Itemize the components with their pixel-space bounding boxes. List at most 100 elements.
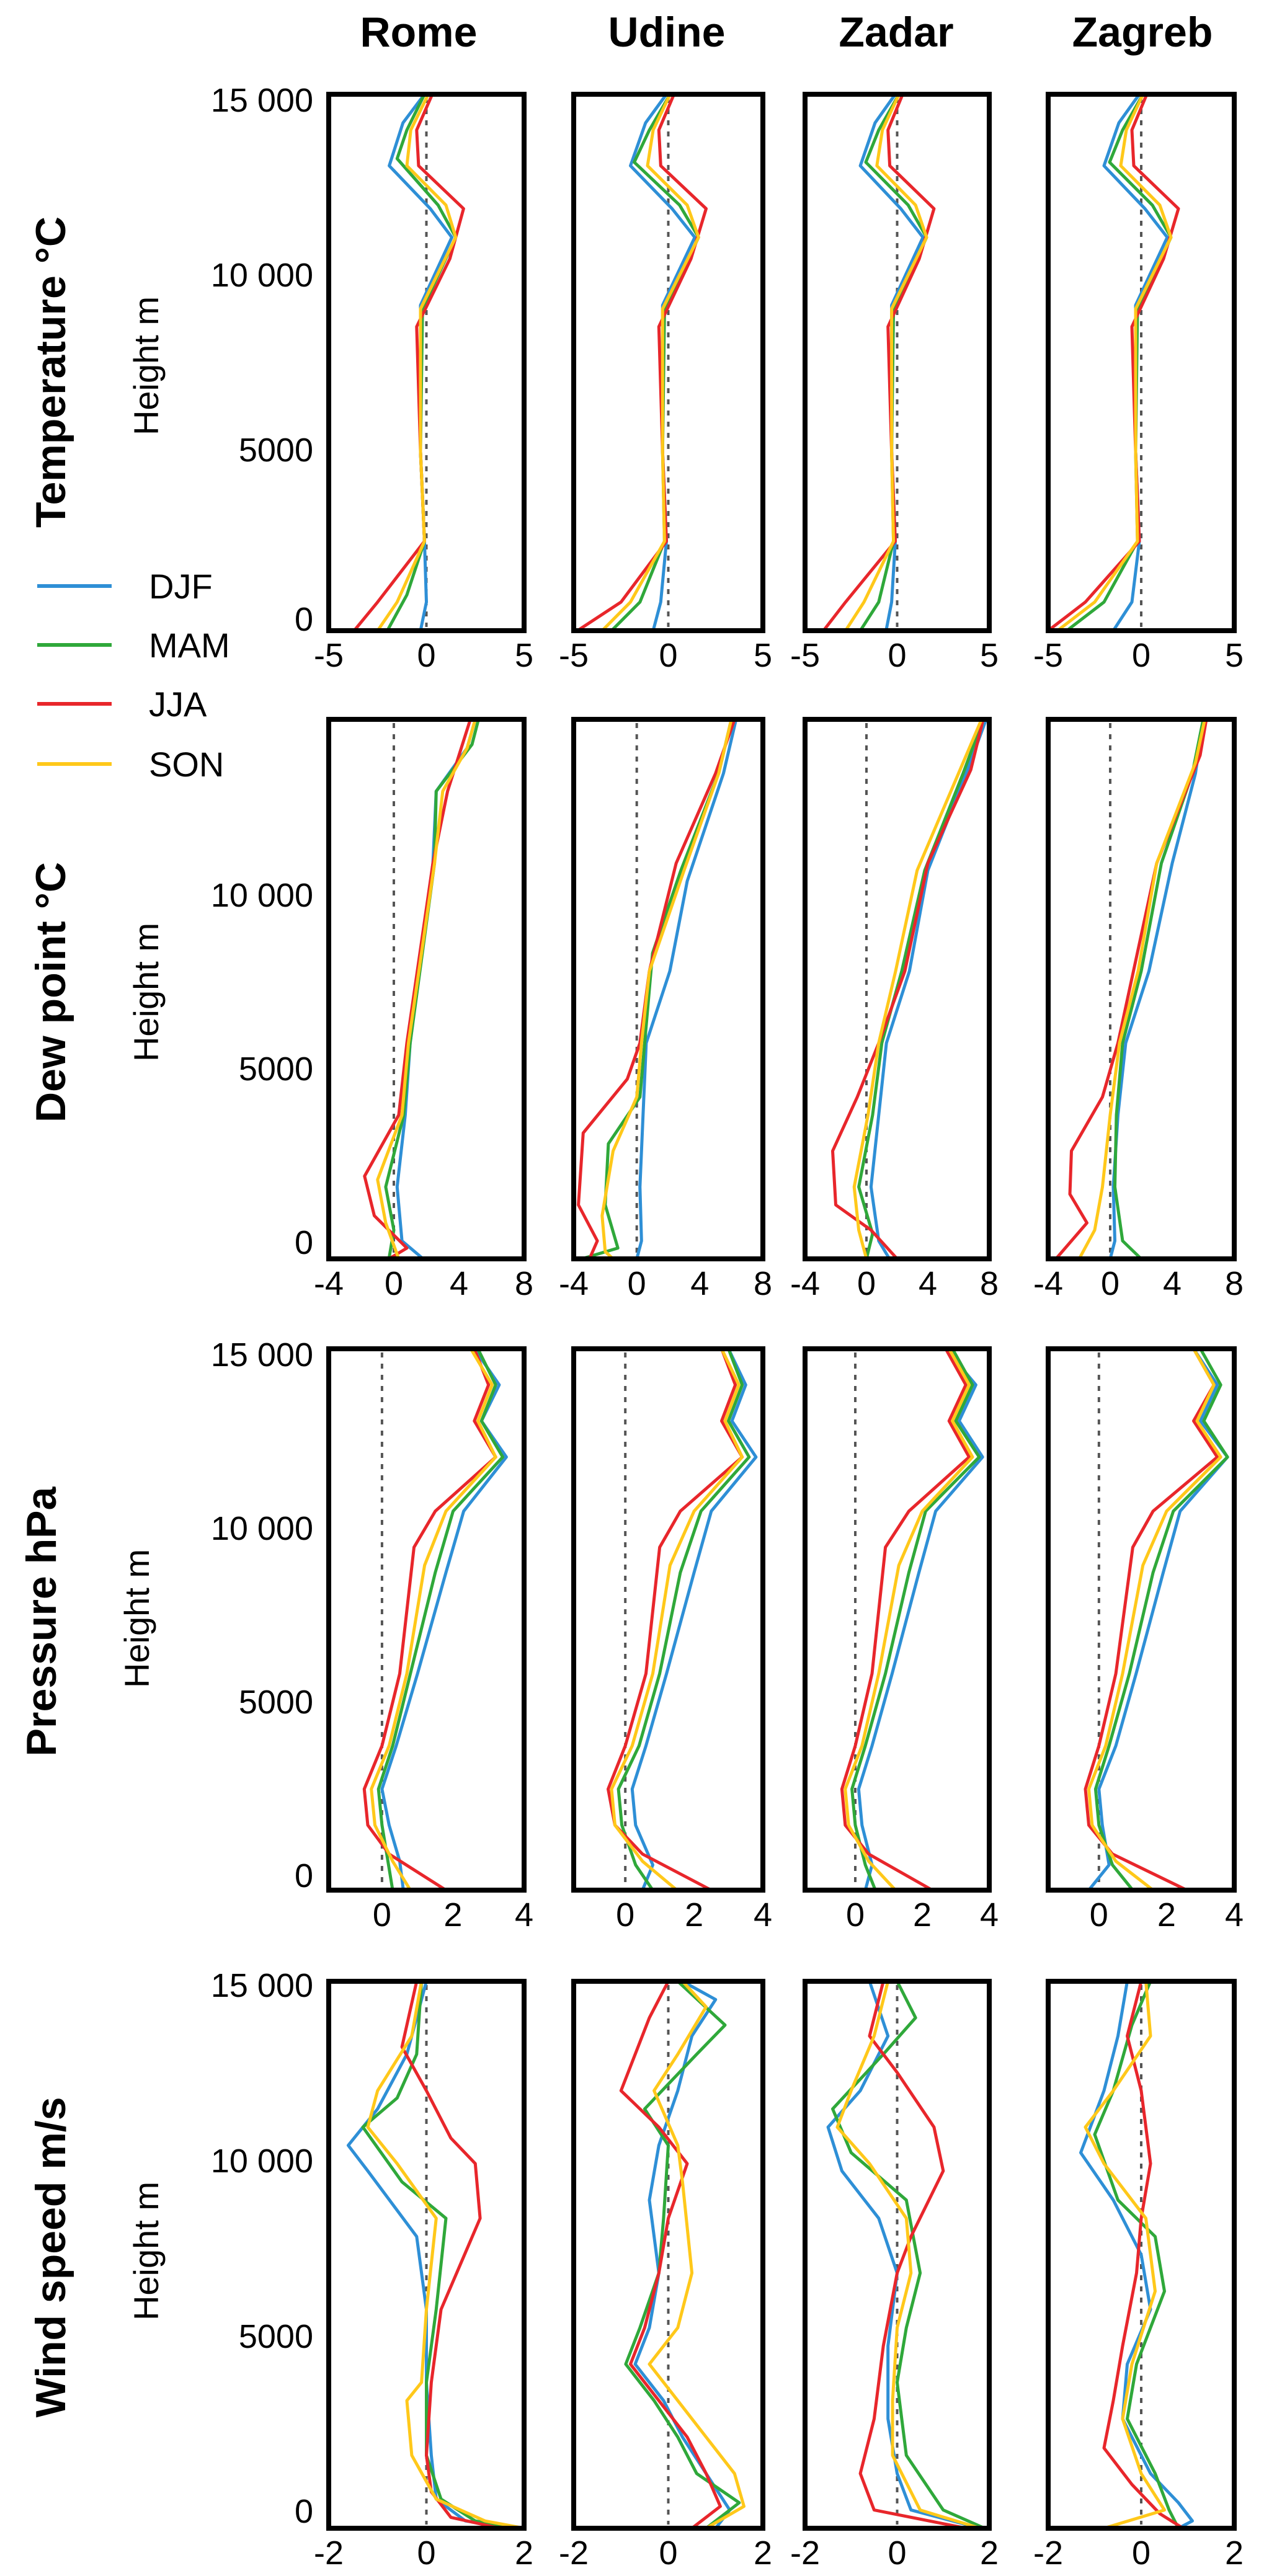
- series-line-jja-wind-speed-zadar: [858, 1979, 968, 2530]
- series-line-djf-wind-speed-zadar: [826, 1979, 982, 2530]
- xtick-label: 0: [888, 2534, 906, 2572]
- series-line-mam-pressure-zadar: [850, 1347, 981, 1892]
- xtick-label: 5: [1225, 637, 1244, 674]
- row-title-wind-speed: Wind speed m/s: [27, 2097, 74, 2417]
- ylabel-temperature: Height m: [127, 296, 166, 435]
- panel-frame-dew-point-udine: [571, 717, 765, 1261]
- xtick-label: 5: [515, 637, 533, 674]
- series-line-son-temperature-udine: [600, 92, 700, 633]
- series-line-mam-wind-speed-rome: [361, 1979, 521, 2530]
- panel-frame-wind-speed-zadar: [803, 1979, 992, 2531]
- xtick-label: 2: [913, 1896, 932, 1934]
- panel-frame-temperature-udine: [571, 92, 765, 633]
- series-line-son-wind-speed-zadar: [835, 1979, 982, 2530]
- ytick-label: 5000: [239, 2318, 313, 2355]
- series-line-mam-pressure-rome: [376, 1347, 505, 1892]
- series-line-jja-pressure-zagreb: [1084, 1347, 1219, 1892]
- ytick-label: 5000: [239, 1684, 313, 1721]
- xtick-label: 0: [373, 1896, 391, 1934]
- series-line-djf-dew-point-udine: [635, 717, 738, 1261]
- ytick-label: 10 000: [211, 257, 313, 294]
- col-header-udine: Udine: [608, 9, 726, 56]
- xtick-label: 2: [685, 1896, 703, 1934]
- xtick-label: -5: [790, 637, 820, 674]
- panels-group: -5 0 5 -5 0 5 -5 0 5 -5 0 5 -4 0 4 8 -4 0 4 8 -4 0 4 8 -4 0 4 8 0 2 4 0…: [314, 92, 1244, 2572]
- series-line-son-pressure-zadar: [844, 1347, 974, 1892]
- xtick-label: 4: [1225, 1896, 1244, 1934]
- xtick-label: 0: [616, 1896, 634, 1934]
- xtick-label: 8: [1225, 1265, 1244, 1302]
- panel-frame-pressure-zadar: [803, 1346, 992, 1893]
- series-line-son-wind-speed-zagreb: [1084, 1979, 1166, 2530]
- panel-frame-dew-point-zagreb: [1046, 717, 1237, 1261]
- ytick-label: 10 000: [211, 1510, 313, 1547]
- series-line-jja-pressure-udine: [607, 1347, 744, 1892]
- ylabel-wind-speed: Height m: [127, 2182, 166, 2321]
- series-line-son-wind-speed-rome: [366, 1979, 526, 2530]
- series-line-son-dew-point-udine: [600, 717, 733, 1261]
- xtick-label: 4: [690, 1265, 709, 1302]
- series-line-jja-temperature-rome: [352, 92, 465, 633]
- xtick-label: 2: [754, 2534, 772, 2572]
- ytick-label: 15 000: [211, 1336, 313, 1374]
- ytick-label: 15 000: [211, 82, 313, 119]
- series-line-son-dew-point-zadar: [852, 717, 984, 1261]
- series-line-djf-pressure-udine: [630, 1347, 758, 1892]
- row-title-pressure: Pressure hPa: [18, 1486, 65, 1756]
- series-line-jja-temperature-zagreb: [1046, 92, 1180, 633]
- xtick-label: 4: [450, 1265, 468, 1302]
- series-line-djf-temperature-udine: [629, 92, 697, 633]
- panel-frame-temperature-zadar: [803, 92, 992, 633]
- panel-frame-pressure-udine: [571, 1346, 765, 1893]
- series-line-mam-wind-speed-zagreb: [1093, 1979, 1180, 2530]
- xtick-label: 2: [980, 2534, 999, 2572]
- xtick-label: 4: [754, 1896, 772, 1934]
- xtick-label: 2: [515, 2534, 533, 2572]
- panel-frame-dew-point-zadar: [803, 717, 992, 1261]
- panel-frame-pressure-rome: [326, 1346, 527, 1893]
- ytick-label: 0: [295, 1857, 313, 1894]
- xtick-label: 0: [659, 2534, 677, 2572]
- series-line-mam-pressure-udine: [617, 1347, 751, 1892]
- ytick-label: 5000: [239, 1050, 313, 1088]
- xtick-label: 2: [443, 1896, 462, 1934]
- col-header-zadar: Zadar: [839, 9, 953, 56]
- series-line-mam-temperature-zagreb: [1065, 92, 1173, 633]
- series-line-son-temperature-zagreb: [1056, 92, 1173, 633]
- panel-frame-wind-speed-udine: [571, 1979, 765, 2531]
- panel-frame-temperature-zagreb: [1046, 92, 1237, 633]
- series-line-jja-dew-point-udine: [577, 717, 736, 1261]
- ytick-label: 0: [295, 601, 313, 638]
- series-line-son-temperature-zadar: [844, 92, 928, 633]
- ytick-label: 10 000: [211, 877, 313, 914]
- ytick-label: 15 000: [211, 1967, 313, 2004]
- xtick-label: 5: [754, 637, 772, 674]
- ytick-label: 5000: [239, 432, 313, 469]
- xtick-label: 5: [980, 637, 999, 674]
- series-line-son-wind-speed-udine: [648, 1979, 746, 2530]
- col-header-rome: Rome: [360, 9, 478, 56]
- xtick-label: -5: [314, 637, 344, 674]
- xtick-label: 0: [1132, 637, 1151, 674]
- ytick-label: 0: [295, 2493, 313, 2530]
- series-line-jja-wind-speed-rome: [400, 1979, 502, 2530]
- xtick-label: 4: [1163, 1265, 1182, 1302]
- series-line-son-pressure-rome: [370, 1347, 497, 1892]
- xtick-label: -2: [1033, 2534, 1063, 2572]
- xtick-label: -4: [559, 1265, 589, 1302]
- series-line-son-temperature-rome: [376, 92, 458, 633]
- series-line-jja-wind-speed-udine: [619, 1979, 722, 2530]
- row-title-temperature: Temperature °C: [27, 216, 74, 528]
- ytick-label: 10 000: [211, 2143, 313, 2180]
- series-line-jja-pressure-rome: [362, 1347, 497, 1892]
- xtick-label: -5: [559, 637, 589, 674]
- series-line-djf-temperature-rome: [388, 92, 453, 633]
- xtick-label: 8: [980, 1265, 999, 1302]
- xtick-label: 2: [1157, 1896, 1176, 1934]
- xtick-label: -4: [790, 1265, 820, 1302]
- series-line-son-dew-point-zagreb: [1077, 717, 1206, 1261]
- series-line-djf-dew-point-zadar: [869, 717, 988, 1261]
- xtick-label: -2: [790, 2534, 820, 2572]
- legend-label-son: SON: [149, 745, 224, 784]
